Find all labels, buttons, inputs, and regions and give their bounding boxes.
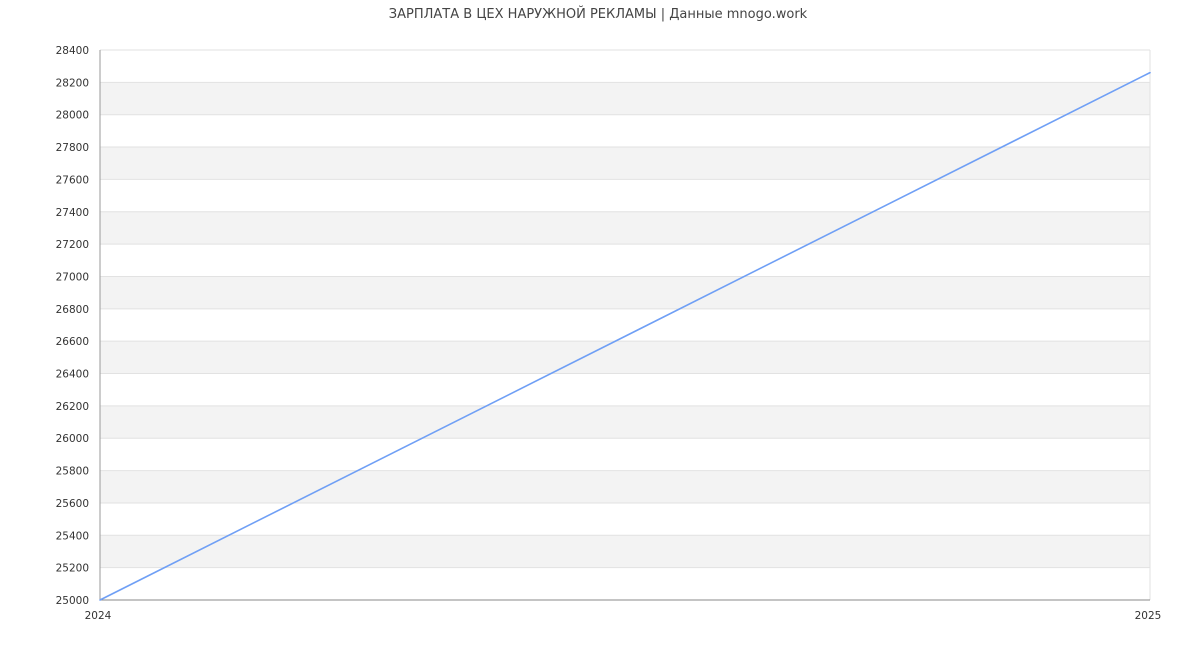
grid-band: [100, 82, 1150, 115]
y-tick-label: 28000: [56, 110, 89, 122]
x-tick-label: 2024: [85, 610, 112, 622]
y-tick-label: 27800: [56, 142, 89, 154]
grid-band: [100, 567, 1150, 600]
y-tick-label: 26600: [56, 336, 89, 348]
y-tick-label: 27200: [56, 239, 89, 251]
grid-band: [100, 114, 1150, 148]
y-tick-label: 26200: [56, 401, 89, 413]
y-tick-label: 27000: [56, 271, 89, 283]
y-tick-label: 25200: [56, 563, 89, 575]
y-tick-label: 25600: [56, 498, 89, 510]
y-tick-label: 28200: [56, 77, 89, 89]
grid-band: [100, 502, 1150, 536]
series-line: [99, 71, 1151, 601]
x-tick-label: 2025: [1135, 610, 1162, 622]
grid-band: [100, 50, 1150, 83]
y-tick-label: 26000: [56, 433, 89, 445]
chart-title: ЗАРПЛАТА В ЦЕХ НАРУЖНОЙ РЕКЛАМЫ | Данные…: [389, 6, 808, 22]
y-tick-label: 27400: [56, 207, 89, 219]
y-tick-label: 25800: [56, 466, 89, 478]
grid-band: [100, 276, 1150, 309]
grid-band: [100, 341, 1150, 374]
y-tick-label: 26400: [56, 369, 89, 381]
y-tick-label: 26800: [56, 304, 89, 316]
grid-band: [100, 211, 1150, 245]
y-tick-label: 28400: [56, 45, 89, 57]
data-point: [1149, 71, 1151, 74]
grid-band: [100, 438, 1150, 471]
y-tick-label: 25400: [56, 530, 89, 542]
grid-band: [100, 470, 1150, 503]
grid-band: [100, 244, 1150, 277]
y-tick-label: 27600: [56, 174, 89, 186]
grid-band: [100, 373, 1150, 406]
grid-band: [100, 405, 1150, 439]
grid-band: [100, 147, 1150, 180]
data-point: [99, 599, 101, 601]
grid-band: [100, 179, 1150, 212]
grid-band: [100, 535, 1150, 568]
y-tick-label: 25000: [56, 595, 89, 607]
